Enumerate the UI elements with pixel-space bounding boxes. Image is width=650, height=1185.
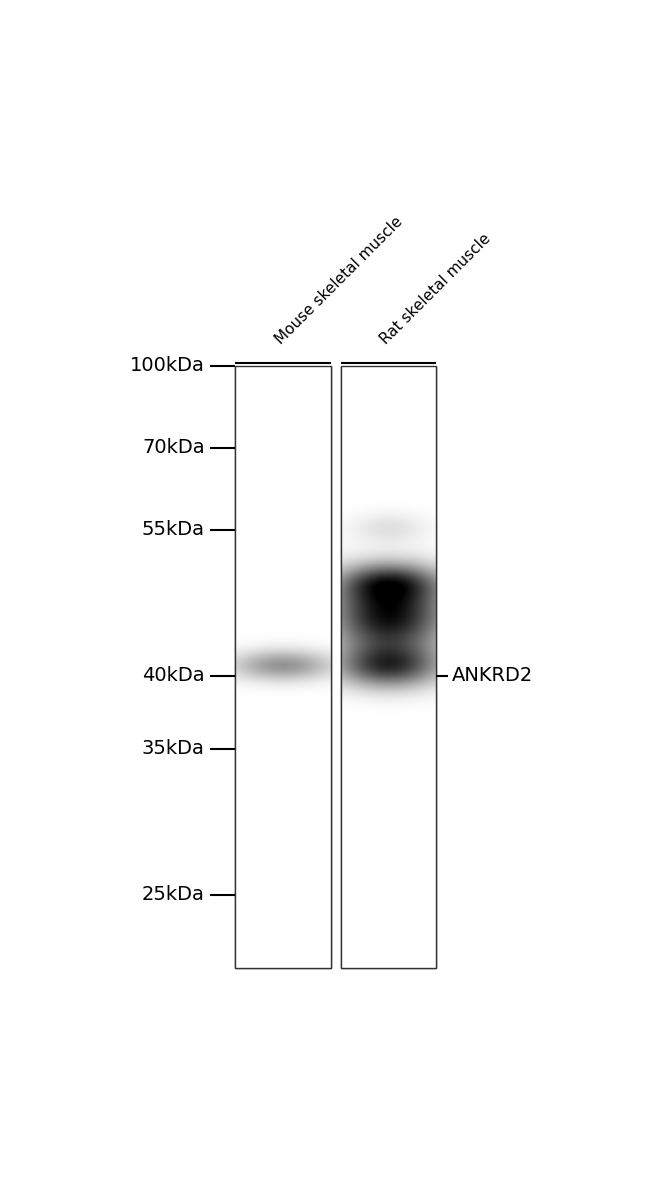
Text: 25kDa: 25kDa (142, 885, 205, 904)
Bar (235, 366, 331, 968)
Text: 40kDa: 40kDa (142, 666, 205, 685)
Text: Mouse skeletal muscle: Mouse skeletal muscle (272, 214, 406, 347)
Bar (341, 366, 436, 968)
Text: 55kDa: 55kDa (142, 520, 205, 539)
Text: Rat skeletal muscle: Rat skeletal muscle (378, 231, 494, 347)
Bar (235, 366, 331, 968)
Text: 100kDa: 100kDa (130, 357, 205, 376)
Text: ANKRD2: ANKRD2 (452, 666, 533, 685)
Bar (341, 366, 436, 968)
Text: 70kDa: 70kDa (142, 438, 205, 457)
Text: 35kDa: 35kDa (142, 739, 205, 758)
